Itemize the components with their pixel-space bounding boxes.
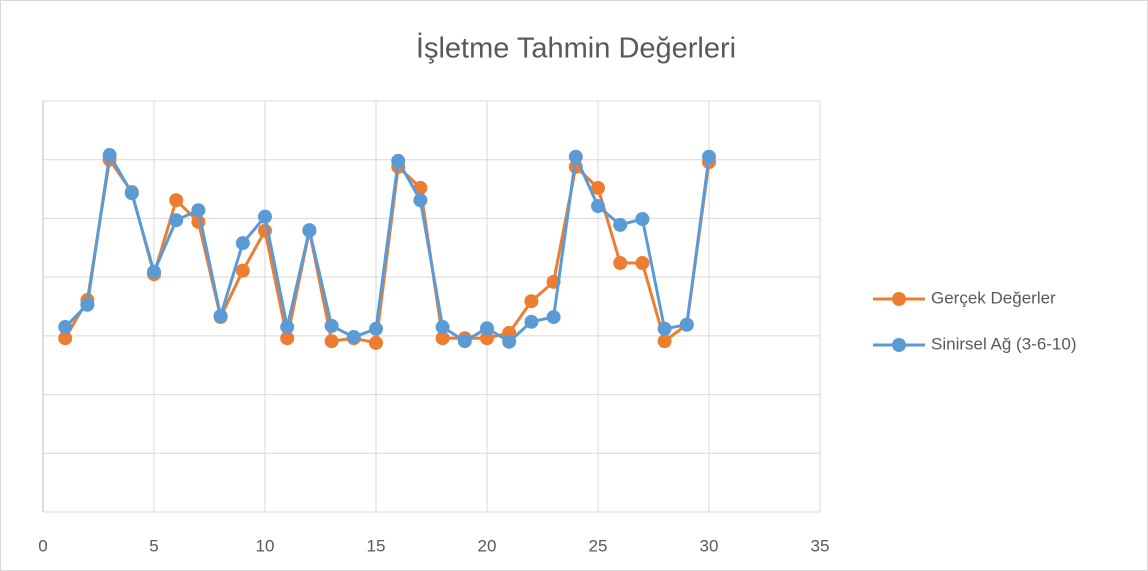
- data-point: [657, 321, 672, 336]
- data-point: [591, 199, 605, 214]
- x-tick-label: 5: [149, 536, 158, 555]
- data-point: [457, 334, 472, 349]
- data-point: [124, 186, 139, 201]
- data-point: [435, 331, 450, 346]
- data-point: [235, 263, 250, 278]
- data-point: [546, 310, 561, 325]
- x-tick-label: 30: [700, 536, 719, 555]
- data-point: [635, 212, 650, 227]
- data-point: [635, 256, 650, 271]
- data-point: [435, 320, 450, 335]
- data-point: [302, 223, 317, 238]
- data-point: [346, 330, 361, 345]
- data-point: [280, 331, 295, 346]
- data-point: [213, 308, 228, 323]
- data-point: [657, 334, 672, 349]
- data-point: [613, 256, 628, 271]
- x-tick-label: 0: [38, 536, 47, 555]
- data-point: [413, 193, 428, 208]
- data-point: [369, 335, 383, 350]
- data-point: [391, 153, 406, 168]
- x-tick-label: 20: [478, 536, 497, 555]
- data-point: [480, 321, 494, 336]
- data-point: [169, 193, 184, 208]
- x-tick-label: 15: [367, 536, 386, 555]
- data-point: [613, 217, 628, 232]
- data-point: [235, 236, 250, 251]
- data-point: [702, 149, 716, 164]
- data-point: [591, 180, 605, 195]
- legend-marker: [892, 292, 906, 306]
- legend-label: Gerçek Değerler: [931, 288, 1056, 307]
- data-point: [679, 317, 694, 332]
- data-point: [524, 314, 539, 329]
- x-tick-label: 10: [256, 536, 275, 555]
- data-point: [102, 148, 117, 163]
- data-point: [369, 321, 383, 336]
- data-point: [324, 334, 339, 349]
- legend-marker: [892, 338, 906, 352]
- data-point: [568, 149, 583, 164]
- legend-label: Sinirsel Ağ (3-6-10): [931, 334, 1077, 353]
- x-tick-label: 35: [811, 536, 830, 555]
- data-point: [169, 213, 184, 228]
- data-point: [524, 294, 539, 309]
- data-point: [502, 334, 517, 349]
- data-point: [191, 203, 206, 218]
- data-point: [258, 209, 272, 224]
- data-point: [480, 331, 494, 346]
- data-point: [280, 320, 295, 335]
- data-point: [80, 297, 95, 312]
- x-tick-label: 25: [589, 536, 608, 555]
- data-point: [324, 318, 339, 333]
- chart-title: İşletme Tahmin Değerleri: [416, 32, 736, 65]
- data-point: [58, 331, 73, 346]
- data-point: [147, 264, 161, 279]
- data-point: [58, 320, 73, 335]
